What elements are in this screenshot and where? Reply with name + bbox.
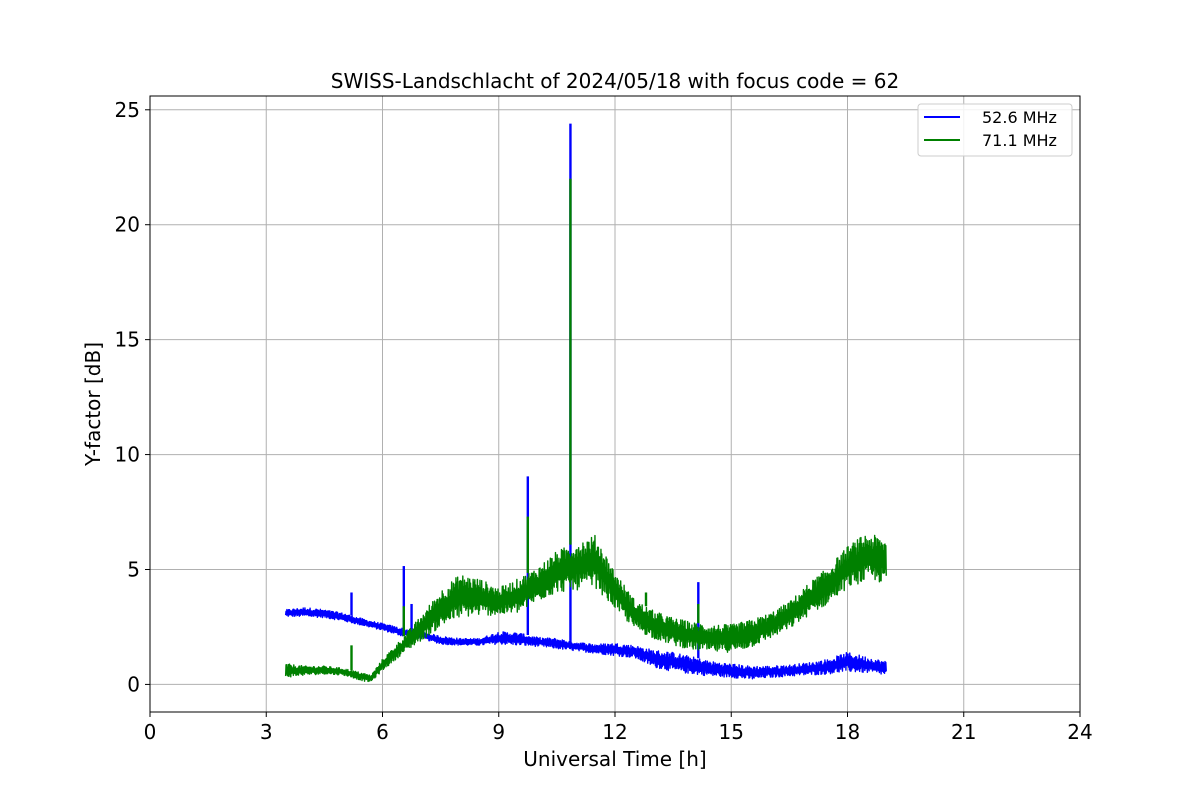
legend: 52.6 MHz 71.1 MHz — [917, 103, 1073, 157]
y-tick-label: 20 — [115, 213, 140, 237]
x-tick-label: 12 — [602, 720, 627, 744]
x-tick-label: 18 — [835, 720, 860, 744]
y-tick-label: 0 — [127, 672, 140, 696]
x-tick-label: 9 — [492, 720, 505, 744]
x-tick-label: 0 — [144, 720, 157, 744]
x-tick-label: 6 — [376, 720, 389, 744]
y-tick-label: 15 — [115, 328, 140, 352]
x-tick-label: 3 — [260, 720, 273, 744]
series-line — [284, 607, 887, 680]
x-tick-label: 24 — [1067, 720, 1092, 744]
series-71-1-mhz — [284, 178, 887, 683]
y-tick-label: 10 — [115, 443, 140, 467]
ticks: 0 3 6 9 12 15 18 21 24 0 5 10 15 20 25 — [115, 98, 1093, 744]
legend-label-71-1: 71.1 MHz — [982, 131, 1057, 150]
chart-title: SWISS-Landschlacht of 2024/05/18 with fo… — [331, 69, 899, 93]
y-axis-label: Y-factor [dB] — [81, 342, 105, 467]
series-layer — [284, 123, 887, 683]
y-tick-label: 25 — [115, 98, 140, 122]
x-tick-label: 15 — [719, 720, 744, 744]
legend-label-52-6: 52.6 MHz — [982, 108, 1057, 127]
y-tick-label: 5 — [127, 557, 140, 581]
x-axis-label: Universal Time [h] — [523, 747, 706, 771]
x-tick-label: 21 — [951, 720, 976, 744]
series-line — [284, 534, 887, 683]
